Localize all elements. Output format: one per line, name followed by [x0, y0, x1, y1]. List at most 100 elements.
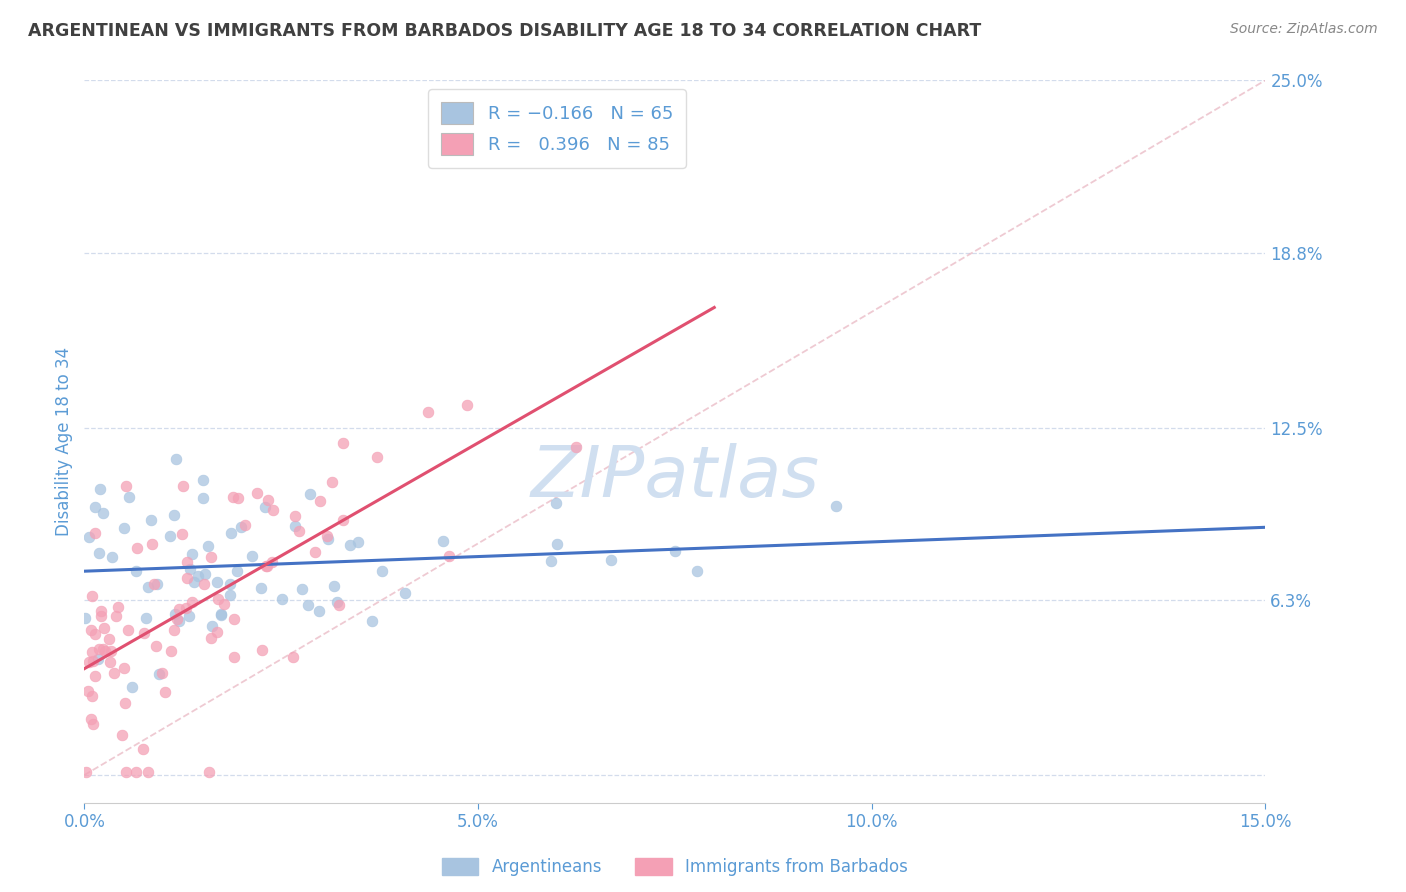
Point [91, 641, 114, 656]
Point [101, 550, 124, 565]
Point [83, 668, 105, 682]
Point [233, 518, 256, 533]
Text: ZIPatlas: ZIPatlas [530, 443, 820, 512]
Point [83, 525, 105, 540]
Point [93, 506, 115, 520]
Point [148, 666, 170, 681]
Point [250, 581, 273, 595]
Point [117, 624, 139, 638]
Point [98, 655, 121, 669]
Point [80, 712, 103, 726]
Point [94, 644, 117, 658]
Point [540, 554, 562, 568]
Point [163, 508, 186, 522]
Text: Source: ZipAtlas.com: Source: ZipAtlas.com [1230, 22, 1378, 37]
Point [225, 564, 247, 578]
Point [107, 600, 129, 615]
Point [299, 487, 322, 501]
Point [165, 607, 187, 621]
Point [207, 624, 229, 639]
Point [141, 537, 163, 551]
Point [181, 547, 204, 561]
Point [229, 519, 252, 533]
Point [170, 527, 193, 541]
Point [183, 574, 205, 589]
Point [332, 513, 354, 527]
Point [437, 549, 460, 563]
Legend: Argentineans, Immigrants from Barbados: Argentineans, Immigrants from Barbados [434, 851, 915, 882]
Point [328, 598, 350, 612]
Point [111, 728, 134, 742]
Point [418, 405, 440, 419]
Point [89, 483, 111, 497]
Point [316, 529, 339, 543]
Point [219, 577, 242, 591]
Y-axis label: Disability Age 18 to 34: Disability Age 18 to 34 [55, 347, 73, 536]
Point [197, 540, 219, 554]
Point [87, 652, 110, 666]
Point [193, 577, 215, 591]
Point [271, 592, 294, 607]
Point [283, 649, 305, 664]
Point [240, 549, 263, 563]
Point [262, 503, 284, 517]
Point [198, 765, 221, 780]
Point [316, 532, 339, 546]
Point [89, 641, 111, 656]
Point [90, 604, 112, 618]
Point [339, 538, 361, 552]
Point [180, 595, 202, 609]
Point [82, 716, 104, 731]
Point [253, 500, 276, 515]
Point [371, 564, 394, 578]
Point [686, 565, 709, 579]
Point [288, 524, 311, 538]
Point [176, 555, 198, 569]
Point [284, 519, 307, 533]
Point [105, 608, 128, 623]
Point [142, 577, 165, 591]
Point [546, 536, 568, 550]
Point [361, 614, 384, 628]
Point [118, 490, 141, 504]
Point [260, 555, 283, 569]
Point [191, 473, 214, 487]
Point [145, 639, 167, 653]
Point [83, 627, 105, 641]
Point [346, 534, 368, 549]
Point [82, 689, 104, 703]
Point [326, 594, 349, 608]
Point [212, 597, 235, 611]
Point [308, 604, 330, 618]
Point [75, 765, 97, 780]
Point [167, 602, 190, 616]
Point [79, 623, 101, 637]
Point [112, 661, 135, 675]
Point [160, 643, 183, 657]
Point [219, 526, 242, 541]
Point [121, 680, 143, 694]
Point [304, 545, 326, 559]
Point [82, 654, 104, 668]
Point [254, 559, 277, 574]
Point [201, 619, 224, 633]
Point [546, 496, 568, 510]
Point [187, 568, 209, 582]
Point [200, 550, 222, 565]
Point [138, 765, 160, 780]
Point [250, 642, 273, 657]
Point [246, 485, 269, 500]
Point [82, 645, 104, 659]
Point [152, 665, 174, 680]
Point [257, 493, 280, 508]
Point [222, 490, 245, 504]
Point [159, 528, 181, 542]
Point [366, 450, 388, 465]
Point [332, 436, 354, 450]
Point [114, 697, 136, 711]
Point [600, 553, 623, 567]
Point [93, 621, 115, 635]
Point [84, 500, 107, 515]
Point [132, 626, 155, 640]
Point [564, 440, 586, 454]
